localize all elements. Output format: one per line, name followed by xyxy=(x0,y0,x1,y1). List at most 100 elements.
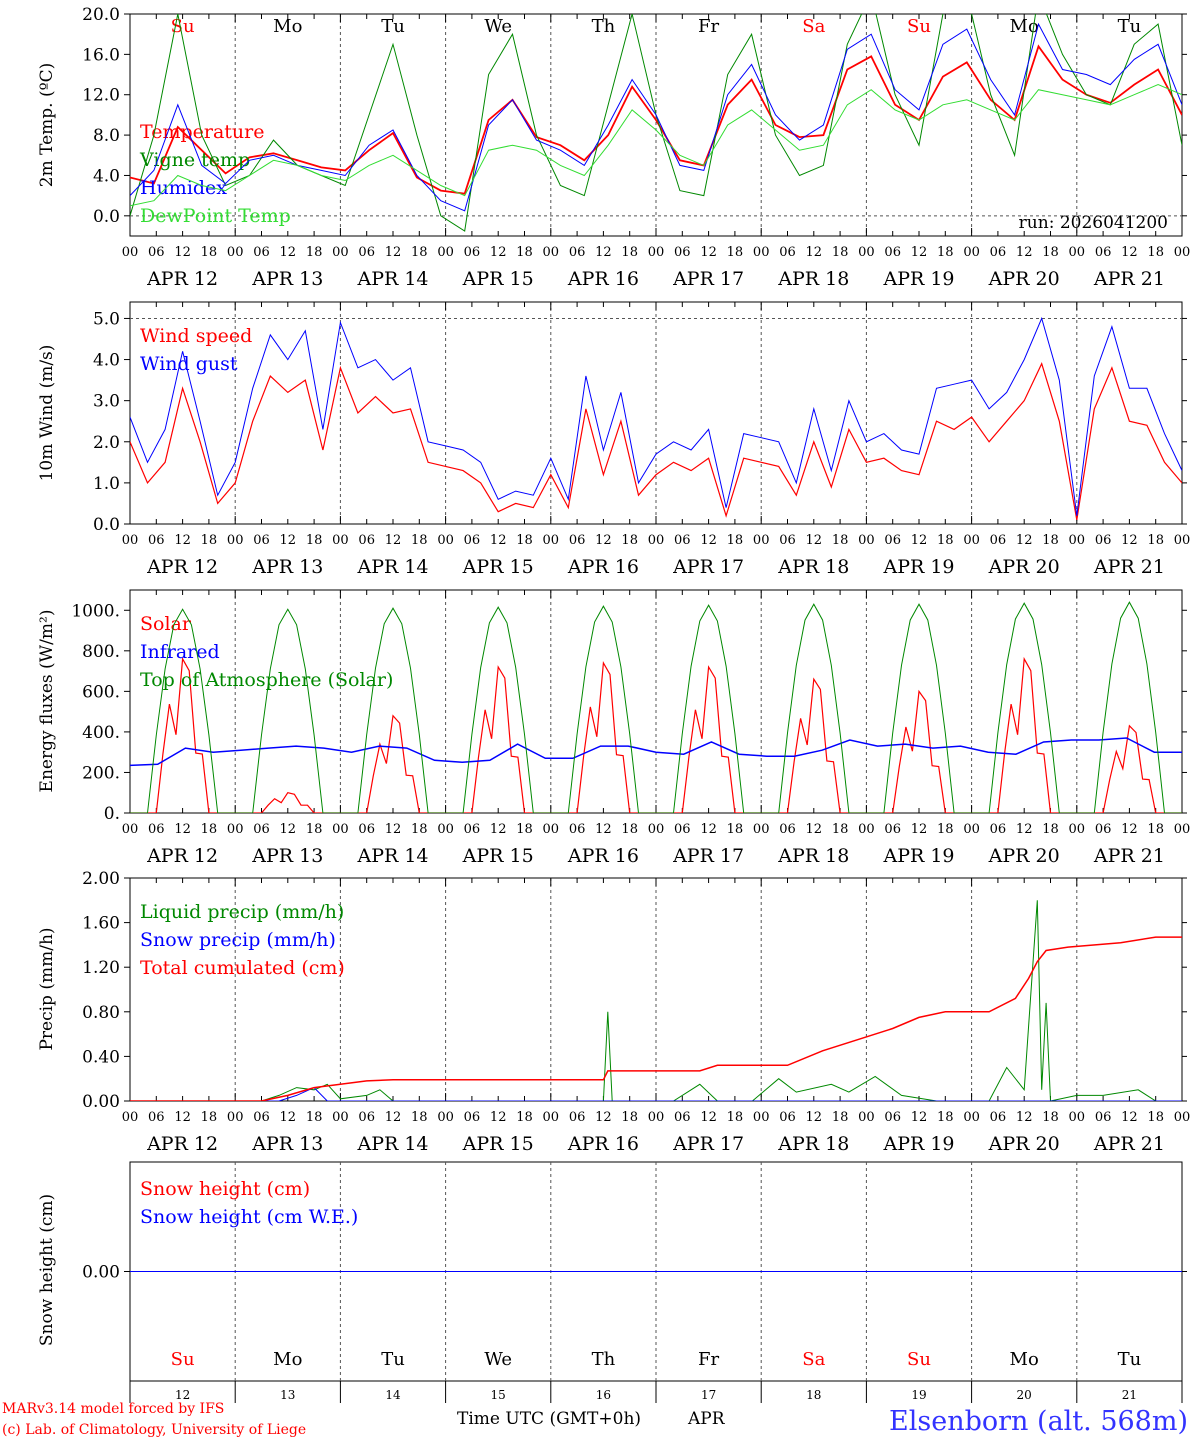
x-date-label: APR 12 xyxy=(146,268,218,290)
x-hour-label: 00 xyxy=(437,533,454,548)
x-hour-label: 06 xyxy=(253,1110,270,1125)
x-hour-label: 00 xyxy=(122,822,139,837)
y-axis-label: 10m Wind (m/s) xyxy=(37,345,57,482)
x-hour-label: 18 xyxy=(1147,822,1164,837)
x-hour-label: 00 xyxy=(963,822,980,837)
x-hour-label: 18 xyxy=(727,533,744,548)
x-hour-label: 06 xyxy=(253,245,270,260)
x-hour-label: 18 xyxy=(201,1110,218,1125)
station-name: Elsenborn (alt. 568m) xyxy=(889,1406,1188,1437)
x-hour-label: 12 xyxy=(700,1110,717,1125)
day-number-label: 21 xyxy=(1122,1388,1137,1402)
day-number-label: 15 xyxy=(491,1388,506,1402)
day-name-label: Fr xyxy=(698,16,719,37)
x-hour-label: 00 xyxy=(753,822,770,837)
x-hour-label: 06 xyxy=(674,822,691,837)
legend-label: Infrared xyxy=(140,641,220,663)
x-hour-label: 12 xyxy=(700,245,717,260)
x-hour-label: 06 xyxy=(148,245,165,260)
x-hour-label: 06 xyxy=(464,822,481,837)
x-hour-label: 06 xyxy=(779,245,796,260)
credit-line-2: (c) Lab. of Climatology, University of L… xyxy=(2,1422,306,1438)
x-hour-label: 00 xyxy=(1174,1110,1191,1125)
y-tick-label: 3.0 xyxy=(93,392,120,412)
legend-label: Temperature xyxy=(140,121,264,143)
x-hour-label: 18 xyxy=(411,822,428,837)
x-hour-label: 00 xyxy=(543,822,560,837)
x-date-label: APR 19 xyxy=(882,845,954,867)
day-name-label: Mo xyxy=(1010,1349,1039,1370)
y-tick-label: 1.0 xyxy=(93,474,120,494)
legend-label: Top of Atmosphere (Solar) xyxy=(140,669,393,691)
y-tick-label: 0.0 xyxy=(93,515,120,535)
legend-label: Snow precip (mm/h) xyxy=(140,929,336,951)
x-date-label: APR 15 xyxy=(462,556,534,578)
x-date-label: APR 14 xyxy=(356,1133,428,1155)
x-date-label: APR 18 xyxy=(777,845,849,867)
x-date-label: APR 17 xyxy=(672,556,744,578)
x-date-label: APR 19 xyxy=(882,268,954,290)
x-hour-label: 12 xyxy=(595,245,612,260)
x-hour-label: 00 xyxy=(332,245,349,260)
day-name-label: Sa xyxy=(802,16,825,37)
x-hour-label: 12 xyxy=(174,1110,191,1125)
x-date-label: APR 19 xyxy=(882,1133,954,1155)
day-number-label: 13 xyxy=(280,1388,295,1402)
x-hour-label: 18 xyxy=(201,822,218,837)
x-hour-label: 18 xyxy=(306,822,323,837)
x-hour-label: 00 xyxy=(963,533,980,548)
x-hour-label: 12 xyxy=(174,822,191,837)
x-hour-label: 18 xyxy=(1042,533,1059,548)
day-number-label: 16 xyxy=(596,1388,611,1402)
x-hour-label: 18 xyxy=(411,1110,428,1125)
y-tick-label: 0. xyxy=(104,804,120,824)
x-hour-label: 00 xyxy=(227,533,244,548)
x-hour-label: 18 xyxy=(306,245,323,260)
x-date-label: APR 15 xyxy=(462,1133,534,1155)
x-hour-label: 00 xyxy=(858,822,875,837)
y-tick-label: 0.0 xyxy=(93,207,120,227)
x-hour-label: 06 xyxy=(358,822,375,837)
y-tick-label: 400. xyxy=(82,723,120,743)
x-hour-label: 06 xyxy=(464,1110,481,1125)
x-hour-label: 06 xyxy=(779,1110,796,1125)
x-hour-label: 18 xyxy=(832,245,849,260)
y-tick-label: 4.0 xyxy=(93,351,120,371)
x-hour-label: 06 xyxy=(1095,822,1112,837)
x-date-label: APR 16 xyxy=(567,268,639,290)
x-hour-label: 00 xyxy=(543,533,560,548)
legend-label: Liquid precip (mm/h) xyxy=(140,901,344,923)
y-tick-label: 5.0 xyxy=(93,309,120,329)
x-hour-label: 06 xyxy=(884,1110,901,1125)
x-date-label: APR 12 xyxy=(146,1133,218,1155)
x-hour-label: 12 xyxy=(595,822,612,837)
x-hour-label: 18 xyxy=(832,822,849,837)
x-hour-label: 06 xyxy=(884,822,901,837)
x-hour-label: 06 xyxy=(358,1110,375,1125)
x-hour-label: 18 xyxy=(621,245,638,260)
x-hour-label: 00 xyxy=(648,533,665,548)
x-hour-label: 12 xyxy=(911,822,928,837)
x-hour-label: 00 xyxy=(1069,533,1086,548)
x-date-label: APR 15 xyxy=(462,268,534,290)
x-hour-label: 12 xyxy=(174,245,191,260)
day-name-label: Su xyxy=(171,1349,195,1370)
legend-label: Wind gust xyxy=(140,353,238,375)
x-axis-month: APR xyxy=(687,1409,726,1429)
x-hour-label: 18 xyxy=(201,533,218,548)
x-date-label: APR 13 xyxy=(251,845,323,867)
x-hour-label: 00 xyxy=(332,1110,349,1125)
series-line-total-cumulated-cm- xyxy=(130,936,1182,1101)
x-hour-label: 12 xyxy=(280,1110,297,1125)
x-hour-label: 00 xyxy=(437,245,454,260)
x-hour-label: 06 xyxy=(464,245,481,260)
x-hour-label: 06 xyxy=(884,245,901,260)
x-hour-label: 12 xyxy=(1121,245,1138,260)
x-hour-label: 00 xyxy=(1069,245,1086,260)
x-hour-label: 06 xyxy=(148,1110,165,1125)
x-hour-label: 06 xyxy=(148,822,165,837)
day-name-label: Mo xyxy=(1010,16,1039,37)
series-line-wind-gust xyxy=(130,316,1182,516)
x-hour-label: 06 xyxy=(253,822,270,837)
